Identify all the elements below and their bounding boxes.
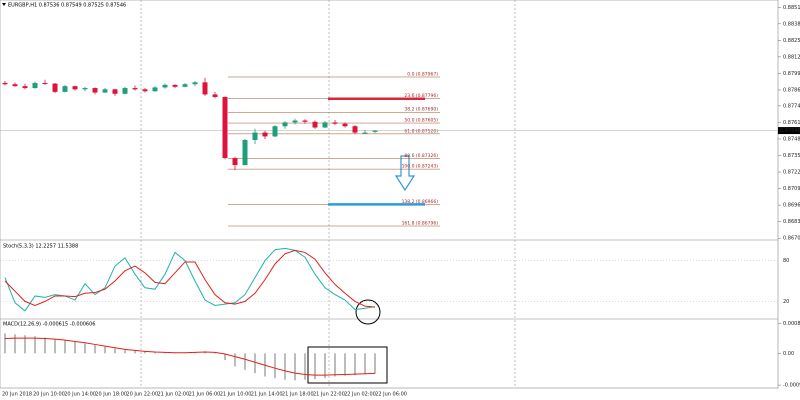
candle-body (272, 126, 278, 137)
candle-body (172, 84, 178, 87)
y-tick-label: 0.87995 (783, 71, 800, 77)
fib-label: 0.0 (0.87967) (407, 71, 438, 77)
time-label: 20 Jun 22:00 (126, 392, 158, 398)
candle-body (52, 83, 58, 92)
fib-label: 88.6 (0.87326) (404, 153, 438, 159)
candle-body (332, 122, 338, 124)
time-label: 21 Jun 22:00 (313, 392, 345, 398)
candle-body (82, 88, 88, 90)
candle-body (282, 122, 288, 127)
signal-line (4, 337, 376, 376)
time-label: 20 Jun 2018 (2, 392, 32, 398)
down-arrow (394, 155, 416, 192)
candle-body (152, 87, 158, 92)
header-arrow (2, 3, 6, 6)
fib-label: 161.8 (0.86796) (402, 221, 439, 227)
time-label: 21 Jun 14:00 (251, 392, 283, 398)
candle-body (212, 94, 218, 97)
y-tick-label: 0.88125 (783, 54, 800, 60)
candle-body (92, 88, 98, 93)
y-tick-label: 0.00 (783, 351, 794, 357)
fib-label: 100.0 (0.87243) (402, 164, 439, 170)
candle-body (62, 86, 68, 92)
candle-body (132, 88, 138, 90)
candle-body (182, 84, 188, 87)
candle-body (12, 84, 18, 87)
symbol-header: EURGBP,H1 0.87536 0.87549 0.87525 0.8754… (8, 3, 126, 9)
candle-body (142, 89, 148, 92)
candle-body (312, 121, 318, 128)
candle-body (302, 120, 308, 122)
candle-body (42, 82, 48, 84)
candle-body (262, 132, 268, 137)
candle-body (202, 82, 208, 95)
time-label: 20 Jun 10:00 (33, 392, 65, 398)
candle-body (222, 96, 228, 159)
candle-body (242, 139, 248, 166)
fib-label: 23.6 (0.87796) (404, 93, 438, 99)
candle-body (322, 122, 328, 128)
candle-body (112, 89, 118, 94)
time-label: 20 Jun 18:00 (95, 392, 127, 398)
candle-body (72, 86, 78, 90)
y-tick-label: 20 (783, 299, 789, 305)
y-tick-label: 0.88515 (783, 5, 800, 11)
candle-body (252, 132, 258, 140)
candle-body (102, 89, 108, 93)
fib-label: 38.2 (0.87690) (404, 107, 438, 113)
candle-body (232, 158, 238, 166)
y-tick-label: 0.87865 (783, 87, 800, 93)
candle-body (342, 123, 348, 127)
candle-body (32, 82, 38, 89)
fib-label: 50.0 (0.87605) (404, 118, 438, 124)
time-label: 21 Jun 06:00 (189, 392, 221, 398)
candle-body (292, 120, 298, 123)
candle-body (192, 82, 198, 85)
candle-body (362, 132, 368, 134)
time-label: 20 Jun 14:00 (64, 392, 96, 398)
macd-header: MACD(12,26,9) -0.000615 -0.000606 (3, 322, 95, 328)
time-label: 21 Jun 18:00 (282, 392, 314, 398)
fib-label: 61.8 (0.87520) (404, 128, 438, 134)
time-label: 21 Jun 02:00 (158, 392, 190, 398)
y-tick-label: 0.88255 (783, 38, 800, 44)
highlight-box (307, 346, 388, 384)
candle-body (372, 130, 378, 132)
last-price-label: 0.87546 (780, 128, 800, 134)
candle-body (122, 88, 128, 94)
stoch-header: Stoch(5,3,3) 12.2257 11.5388 (3, 244, 78, 250)
candle-body (2, 82, 8, 85)
plot-frame (0, 0, 779, 389)
indicator-line (4, 249, 376, 308)
highlight-circle (355, 299, 381, 325)
y-tick-label: 0.000897 (783, 321, 800, 327)
fib-label: 138.2 (0.86966) (402, 199, 439, 205)
y-tick-label: 0.88385 (783, 21, 800, 27)
time-label: 22 Jun 02:00 (344, 392, 376, 398)
candle-body (162, 84, 168, 88)
last-price-tag (778, 127, 800, 135)
time-label: 22 Jun 06:00 (375, 392, 407, 398)
candle-body (352, 126, 358, 133)
y-tick-label: -0.000962 (783, 383, 800, 389)
y-tick-label: 80 (783, 258, 789, 264)
time-label: 21 Jun 10:00 (220, 392, 252, 398)
candle-body (22, 86, 28, 89)
indicator-line (4, 247, 376, 312)
